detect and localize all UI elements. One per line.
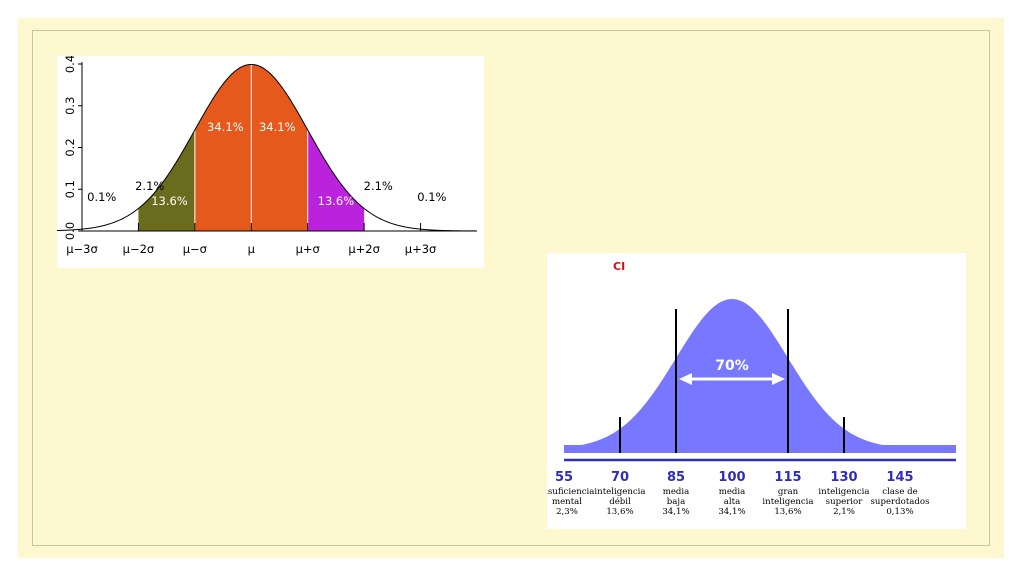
band-region-2: [194, 64, 252, 232]
iq-distribution-svg: CI 70% 55 70 85 100 115 130 145 insuficienciament…: [547, 260, 956, 517]
normal-distribution-chart: 0.0 0.1 0.2 0.3 0.4 μ−3σ μ−2σ μ−σ μ μ+σ μ+2σ μ+3σ 0.…: [57, 56, 484, 268]
content-border: [32, 30, 990, 546]
x-tick-label: μ+σ: [296, 242, 320, 256]
category-label: 34,1%: [718, 507, 745, 517]
percent-label: 2.1%: [135, 179, 164, 193]
x-tick-label: 70: [611, 470, 629, 485]
chart-title: CI: [613, 260, 625, 273]
x-tick-label: μ+3σ: [405, 242, 437, 256]
category-label: media: [663, 487, 690, 497]
category-label: mental: [552, 497, 582, 507]
x-tick-label: 115: [774, 470, 801, 485]
category-label: insuficiencia: [547, 487, 594, 497]
category-label: 0,13%: [886, 507, 913, 517]
x-tick-label: μ−3σ: [66, 242, 98, 256]
category-label: clase de: [882, 487, 918, 497]
percent-label: 2.1%: [364, 179, 393, 193]
category-label: 2,3%: [556, 507, 578, 517]
category-label: alta: [724, 497, 740, 507]
category-label: 2,1%: [833, 507, 855, 517]
percent-label: 34.1%: [259, 120, 296, 134]
x-tick-label: μ−σ: [183, 242, 207, 256]
y-tick-label: 0.3: [63, 97, 77, 115]
percent-label: 13.6%: [151, 194, 188, 208]
band-region-3: [251, 64, 308, 232]
category-label: gran: [778, 487, 799, 497]
category-label: débil: [609, 496, 631, 507]
iq-distribution-chart: CI 70% 55 70 85 100 115 130 145 insuficienciament…: [547, 253, 966, 529]
x-tick-label: 55: [555, 470, 573, 485]
percent-label: 0.1%: [417, 190, 446, 204]
x-tick-label: 130: [830, 470, 857, 485]
category-label: superior: [826, 497, 864, 507]
range-label: 70%: [715, 358, 749, 374]
percent-label: 13.6%: [318, 194, 355, 208]
percent-label: 34.1%: [207, 120, 244, 134]
category-label: inteligencia: [594, 487, 645, 497]
x-tick-label: 85: [667, 470, 685, 485]
category-label: baja: [667, 497, 685, 507]
y-tick-label: 0.2: [63, 138, 77, 156]
category-label: 13,6%: [606, 507, 633, 517]
category-label: inteligencia: [818, 487, 869, 497]
x-tick-label: 100: [718, 470, 745, 485]
x-tick-label: μ−2σ: [123, 242, 155, 256]
percent-label: 0.1%: [87, 190, 116, 204]
y-tick-label: 0.0: [63, 222, 77, 240]
range-arrow-head-left: [679, 373, 692, 385]
bell-tail-band: [564, 445, 956, 453]
x-tick-label: μ: [248, 242, 256, 256]
y-tick-label: 0.1: [63, 180, 77, 198]
y-tick-label: 0.4: [63, 56, 77, 73]
category-label: superdotados: [871, 497, 930, 507]
x-tick-label: 145: [886, 470, 913, 485]
range-arrow-head-right: [772, 373, 785, 385]
category-label: 13,6%: [774, 507, 801, 517]
category-label: inteligencia: [762, 497, 813, 507]
category-label: 34,1%: [662, 507, 689, 517]
normal-distribution-svg: 0.0 0.1 0.2 0.3 0.4 μ−3σ μ−2σ μ−σ μ μ+σ μ+2σ μ+3σ 0.…: [57, 56, 477, 256]
category-label: media: [719, 487, 746, 497]
x-tick-label: μ+2σ: [348, 242, 380, 256]
bell-area: [564, 299, 956, 453]
density-curve: [57, 63, 476, 232]
